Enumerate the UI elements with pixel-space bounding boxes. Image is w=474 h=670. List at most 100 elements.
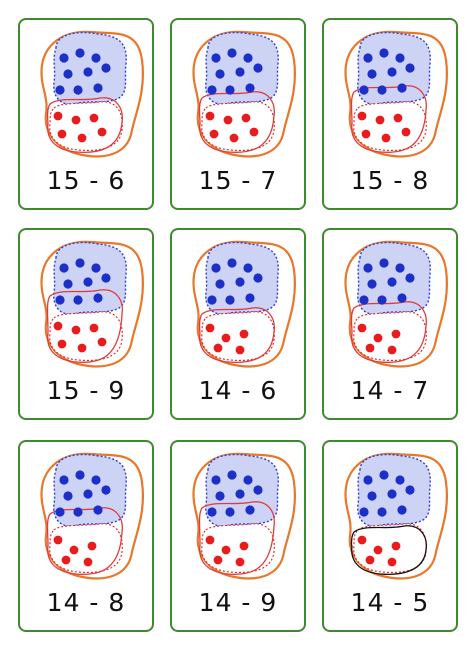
blue-dot: [225, 85, 235, 95]
selection-outline: [350, 301, 427, 363]
red-dot: [235, 557, 245, 567]
red-dot: [387, 345, 397, 355]
red-dot: [221, 333, 231, 343]
blue-dot: [243, 263, 253, 273]
blue-dot: [397, 293, 407, 303]
blue-dot: [63, 279, 73, 289]
selection-outline: [198, 91, 275, 153]
red-dot: [205, 323, 215, 333]
card-8-expression: 14 - 9: [198, 588, 278, 617]
blue-dot: [379, 48, 389, 58]
blue-dot: [215, 279, 225, 289]
blue-dot: [63, 69, 73, 79]
red-dot: [235, 345, 245, 355]
red-dot: [239, 329, 249, 339]
blue-dot: [253, 273, 263, 283]
outer-outline: [344, 452, 448, 580]
blue-dot: [359, 507, 369, 517]
blue-dot: [73, 295, 83, 305]
blue-dot: [227, 470, 237, 480]
red-dot: [221, 545, 231, 555]
blue-dot: [225, 295, 235, 305]
selection-outline: [198, 501, 275, 575]
blue-dot: [245, 505, 255, 515]
blue-dot: [359, 85, 369, 95]
blue-dot: [211, 263, 221, 273]
blue-dot: [245, 293, 255, 303]
outer-outline: [192, 240, 296, 368]
blue-dot: [359, 295, 369, 305]
blue-dot: [395, 475, 405, 485]
red-region: [201, 101, 275, 152]
red-dot: [357, 535, 367, 545]
blue-dot: [363, 475, 373, 485]
blue-dot: [235, 489, 245, 499]
blue-dot: [377, 295, 387, 305]
outer-outline: [192, 452, 296, 580]
red-region: [49, 101, 123, 152]
outer-outline: [192, 30, 296, 158]
blue-dot: [253, 485, 263, 495]
blue-dot: [243, 475, 253, 485]
red-dot: [57, 339, 67, 349]
card-9: 14 - 5: [322, 440, 458, 632]
blue-dot: [75, 470, 85, 480]
blue-dot: [207, 507, 217, 517]
blue-dot: [215, 69, 225, 79]
blue-dot: [405, 485, 415, 495]
blue-dot: [367, 279, 377, 289]
red-dot: [373, 545, 383, 555]
blue-dot: [243, 53, 253, 63]
blue-dot: [101, 273, 111, 283]
red-dot: [401, 127, 411, 137]
blue-dot: [75, 48, 85, 58]
red-dot: [97, 337, 107, 347]
selection-outline: [46, 289, 123, 363]
red-dot: [57, 129, 67, 139]
blue-dot: [387, 67, 397, 77]
blue-dot: [379, 258, 389, 268]
card-4-illustration: [40, 240, 144, 368]
outer-outline: [344, 30, 448, 158]
red-dot: [241, 113, 251, 123]
red-dot: [89, 113, 99, 123]
outer-outline: [344, 240, 448, 368]
blue-dot: [91, 53, 101, 63]
red-dot: [71, 325, 81, 335]
blue-dot: [363, 53, 373, 63]
card-2: 15 - 7: [170, 18, 306, 210]
card-3: 15 - 8: [322, 18, 458, 210]
red-dot: [77, 133, 87, 143]
red-dot: [391, 329, 401, 339]
red-dot: [53, 321, 63, 331]
card-3-illustration: [344, 30, 448, 158]
card-2-illustration: [192, 30, 296, 158]
blue-dot: [387, 277, 397, 287]
blue-dot: [59, 475, 69, 485]
blue-dot: [75, 258, 85, 268]
red-dot: [209, 129, 219, 139]
red-dot: [365, 343, 375, 353]
card-1-illustration: [40, 30, 144, 158]
outer-outline: [40, 240, 144, 368]
blue-dot: [235, 277, 245, 287]
blue-dot: [211, 475, 221, 485]
blue-dot: [387, 489, 397, 499]
red-dot: [97, 127, 107, 137]
red-dot: [391, 541, 401, 551]
blue-dot: [395, 263, 405, 273]
red-dot: [53, 111, 63, 121]
blue-dot: [395, 53, 405, 63]
red-dot: [205, 535, 215, 545]
red-dot: [83, 557, 93, 567]
red-dot: [61, 555, 71, 565]
red-dot: [357, 323, 367, 333]
selection-outline: [350, 525, 427, 576]
card-6-illustration: [344, 240, 448, 368]
red-dot: [373, 333, 383, 343]
blue-dot: [245, 83, 255, 93]
blue-dot: [397, 505, 407, 515]
card-4: 15 - 9: [18, 228, 154, 420]
blue-dot: [363, 263, 373, 273]
blue-dot: [59, 263, 69, 273]
